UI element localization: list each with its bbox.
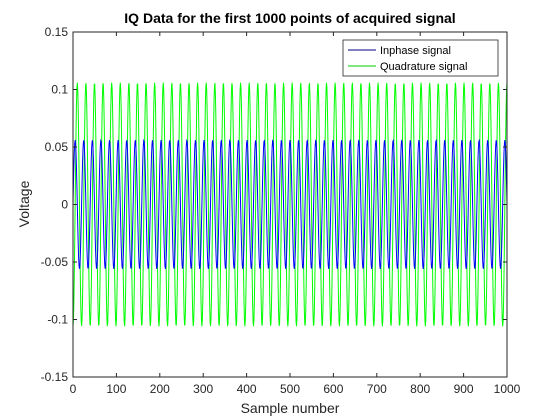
x-tick-label: 400: [237, 382, 257, 396]
x-tick-label: 300: [193, 382, 213, 396]
legend-box: [342, 39, 499, 77]
y-axis-label: Voltage: [16, 180, 32, 227]
x-tick-label: 600: [323, 382, 343, 396]
y-tick-label: -0.15: [41, 370, 69, 384]
x-tick-label: 0: [70, 382, 77, 396]
x-tick-label: 500: [280, 382, 300, 396]
legend-label-quadrature: Quadrature signal: [380, 61, 467, 73]
x-tick-label: 1000: [494, 382, 521, 396]
y-tick-label: 0.1: [51, 83, 68, 97]
x-tick-label: 900: [454, 382, 474, 396]
x-tick-label: 800: [410, 382, 430, 396]
y-tick-label: -0.1: [47, 313, 68, 327]
x-tick-label: 700: [367, 382, 387, 396]
y-tick-label: 0.05: [45, 140, 69, 154]
y-tick-label: 0.15: [45, 25, 69, 39]
legend-label-inphase: Inphase signal: [380, 45, 451, 57]
chart-title: IQ Data for the first 1000 points of acq…: [124, 10, 455, 26]
legend: Inphase signal Quadrature signal: [342, 39, 499, 77]
series-line-inphase: [73, 138, 507, 270]
series-line-quadrature: [73, 81, 507, 328]
y-tick-label: 0: [61, 198, 68, 212]
x-tick-label: 100: [106, 382, 126, 396]
y-tick-label: -0.05: [41, 255, 69, 269]
x-axis-label: Sample number: [241, 400, 340, 416]
x-tick-label: 200: [150, 382, 170, 396]
